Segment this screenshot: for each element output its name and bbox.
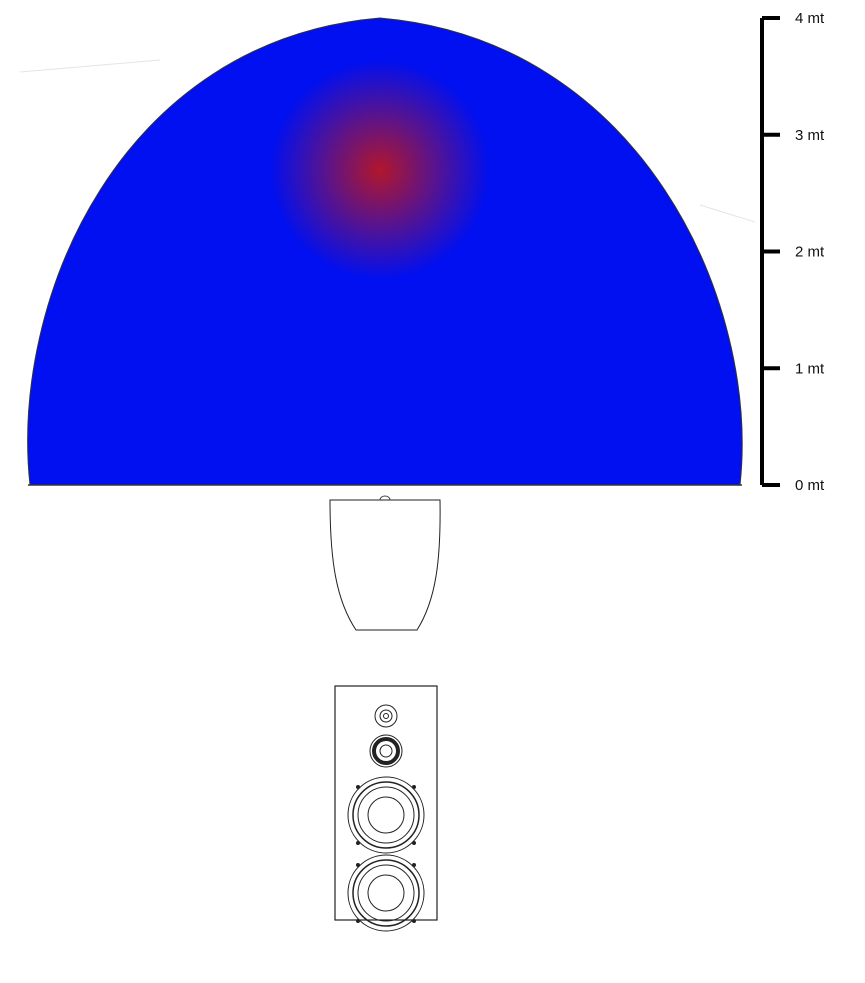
tweeter-icon [374, 704, 398, 728]
speaker-cabinet [334, 685, 438, 921]
scale-tick-label: 2 mt [795, 244, 825, 261]
sound-pressure-dome [27, 18, 743, 485]
guide-line-right [699, 204, 756, 223]
speaker-cabinet-top-view-icon [329, 495, 441, 631]
scale-tick-label: 1 mt [795, 360, 825, 377]
scale-tick-label: 4 mt [795, 10, 825, 27]
scale-tick-label: 0 mt [795, 477, 825, 494]
guide-line-left [19, 59, 161, 73]
dome-outline [27, 17, 743, 486]
woofer-lower-icon [347, 854, 425, 932]
scale-tick-label: 3 mt [795, 127, 825, 144]
woofer-upper-icon [347, 776, 425, 854]
distance-scale-bar: 0 mt 1 mt 2 mt 3 mt 4 mt [760, 10, 825, 494]
speaker-front-view-icon [334, 685, 438, 932]
midrange-driver-icon [369, 734, 403, 768]
